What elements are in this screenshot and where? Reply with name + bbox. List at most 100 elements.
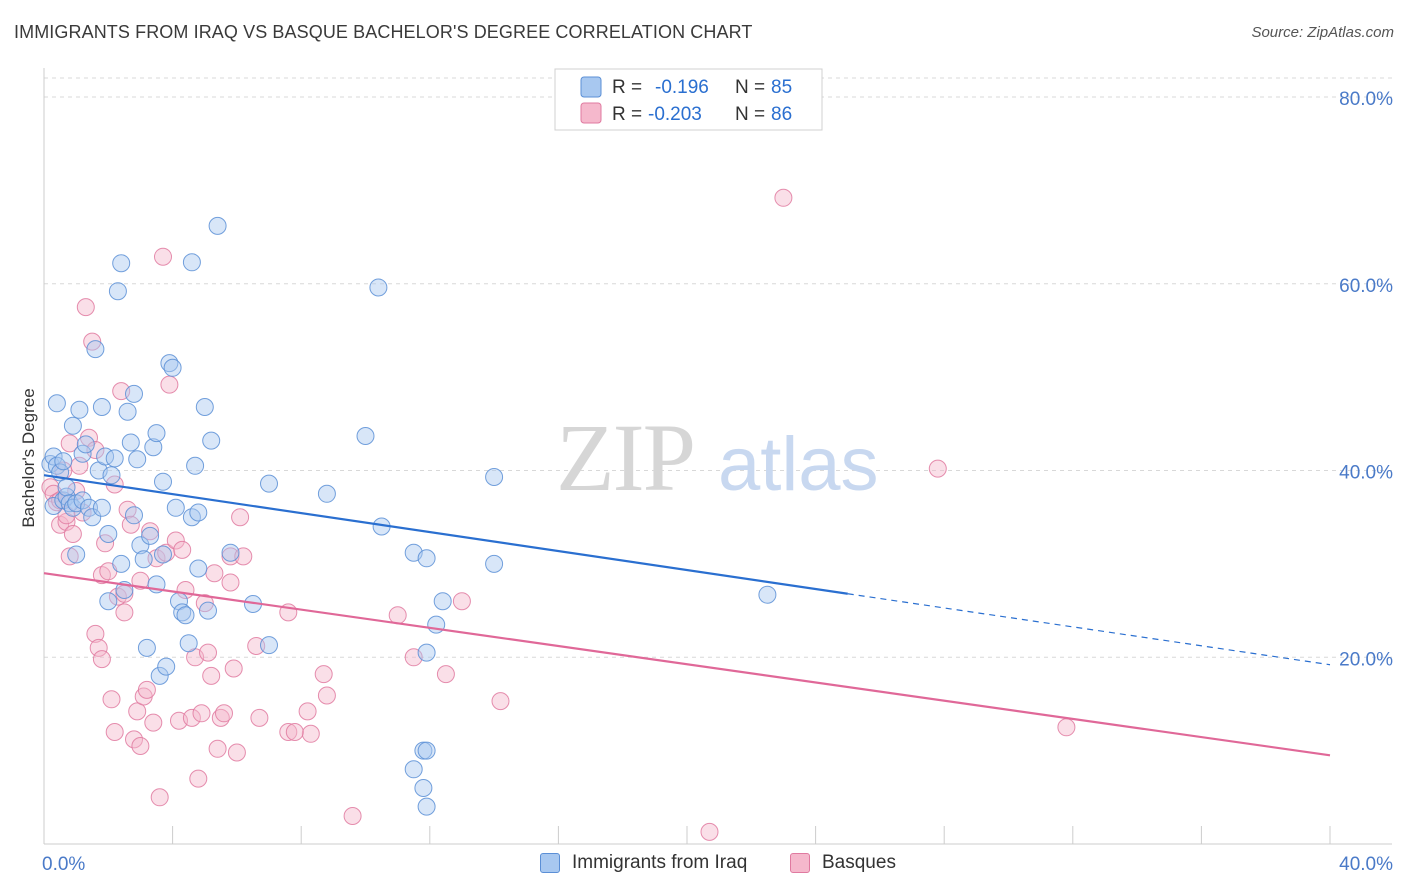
point-iraq-32 — [112, 554, 131, 573]
point-iraq-82 — [433, 592, 452, 611]
point-basques-79 — [314, 665, 333, 684]
legend-r-value-pink: -0.203 — [648, 104, 702, 125]
point-iraq-70 — [317, 484, 336, 503]
x-tick-label-min: 0.0% — [42, 854, 85, 875]
point-iraq-76 — [414, 779, 433, 797]
trend-line-iraq-extension — [847, 593, 1331, 666]
point-iraq-80 — [404, 760, 423, 779]
point-iraq-63 — [199, 601, 217, 620]
point-iraq-72 — [369, 278, 388, 297]
point-iraq-86 — [758, 585, 777, 604]
point-basques-31 — [125, 730, 143, 749]
point-basques-60 — [224, 659, 243, 678]
point-iraq-13 — [67, 545, 86, 564]
point-iraq-18 — [76, 435, 95, 454]
point-iraq-37 — [125, 384, 143, 403]
point-iraq-15 — [70, 400, 89, 419]
series-immigrants-from-iraq — [41, 216, 777, 816]
point-basques-59 — [221, 547, 240, 566]
point-iraq-66 — [221, 543, 240, 562]
point-iraq-78 — [417, 643, 436, 662]
point-iraq-17 — [73, 491, 92, 510]
point-iraq-77 — [417, 549, 436, 568]
point-basques-50 — [192, 704, 211, 723]
point-basques-75 — [700, 822, 719, 841]
point-basques-41 — [157, 543, 176, 562]
point-basques-8 — [60, 547, 79, 566]
point-iraq-9 — [57, 478, 76, 497]
legend-swatch-iraq — [540, 853, 560, 873]
point-iraq-30 — [108, 282, 127, 301]
point-iraq-58 — [182, 508, 201, 527]
point-iraq-64 — [202, 431, 221, 450]
legend-label-iraq: Immigrants from Iraq — [572, 852, 748, 873]
point-iraq-46 — [150, 666, 169, 685]
legend-swatch-basques — [790, 853, 810, 873]
point-basques-42 — [160, 375, 179, 394]
point-basques-74 — [491, 692, 510, 711]
trend-line-basques — [43, 572, 1331, 757]
legend-r-value-blue: -0.196 — [655, 77, 709, 98]
point-basques-77 — [928, 459, 947, 478]
point-iraq-38 — [128, 450, 147, 469]
point-basques-61 — [227, 743, 246, 762]
point-iraq-56 — [179, 634, 198, 653]
point-basques-64 — [250, 708, 269, 727]
point-iraq-51 — [163, 358, 182, 377]
point-iraq-62 — [195, 398, 214, 416]
y-tick-label-20: 20.0% — [1339, 649, 1393, 670]
point-iraq-41 — [137, 638, 156, 657]
point-basques-68 — [317, 686, 336, 705]
point-iraq-26 — [99, 592, 118, 611]
point-iraq-40 — [134, 550, 153, 569]
point-basques-39 — [150, 788, 169, 807]
point-iraq-50 — [160, 354, 179, 373]
point-basques-14 — [76, 298, 95, 317]
chart-title: IMMIGRANTS FROM IRAQ VS BASQUE BACHELOR'… — [14, 22, 753, 42]
point-basques-37 — [144, 713, 163, 732]
y-axis-label: Bachelor's Degree — [19, 388, 38, 527]
point-iraq-29 — [105, 449, 124, 468]
x-tick-label-max: 40.0% — [1339, 854, 1393, 875]
legend-swatch-blue — [580, 76, 602, 98]
point-iraq-59 — [186, 456, 205, 475]
point-iraq-1 — [44, 447, 63, 466]
grid-lines — [44, 77, 1392, 658]
point-iraq-12 — [63, 416, 82, 435]
point-basques-23 — [102, 690, 121, 709]
point-basques-76 — [774, 188, 793, 207]
point-iraq-35 — [121, 433, 140, 452]
point-iraq-23 — [92, 398, 111, 416]
legend-n-value-blue: 85 — [771, 77, 792, 98]
point-basques-73 — [452, 592, 471, 611]
point-basques-72 — [436, 665, 455, 684]
point-basques-69 — [343, 807, 362, 825]
point-basques-55 — [208, 739, 227, 758]
legend-r-label-blue: R = — [612, 77, 642, 98]
point-basques-54 — [205, 564, 224, 583]
point-basques-21 — [96, 534, 115, 553]
watermark: ZIP atlas — [556, 404, 879, 511]
source-credit: Source: ZipAtlas.com — [1251, 24, 1394, 41]
y-tick-label-40: 40.0% — [1339, 463, 1393, 484]
legend-label-basques: Basques — [822, 852, 896, 873]
point-iraq-34 — [118, 402, 137, 421]
point-basques-30 — [121, 515, 140, 534]
point-basques-20 — [92, 650, 111, 669]
point-basques-57 — [215, 704, 233, 723]
point-iraq-48 — [154, 545, 172, 564]
point-iraq-20 — [83, 508, 102, 527]
point-basques-83 — [141, 522, 160, 541]
legend-n-label-pink: N = — [735, 104, 765, 125]
point-basques-18 — [89, 638, 108, 657]
y-tick-label-80: 80.0% — [1339, 89, 1393, 110]
point-iraq-27 — [99, 525, 118, 543]
point-basques-32 — [128, 702, 147, 721]
point-iraq-19 — [80, 498, 98, 517]
point-iraq-43 — [144, 438, 163, 457]
point-basques-49 — [189, 769, 208, 788]
point-basques-45 — [173, 540, 192, 559]
point-iraq-57 — [182, 253, 201, 272]
axes — [43, 68, 1392, 845]
